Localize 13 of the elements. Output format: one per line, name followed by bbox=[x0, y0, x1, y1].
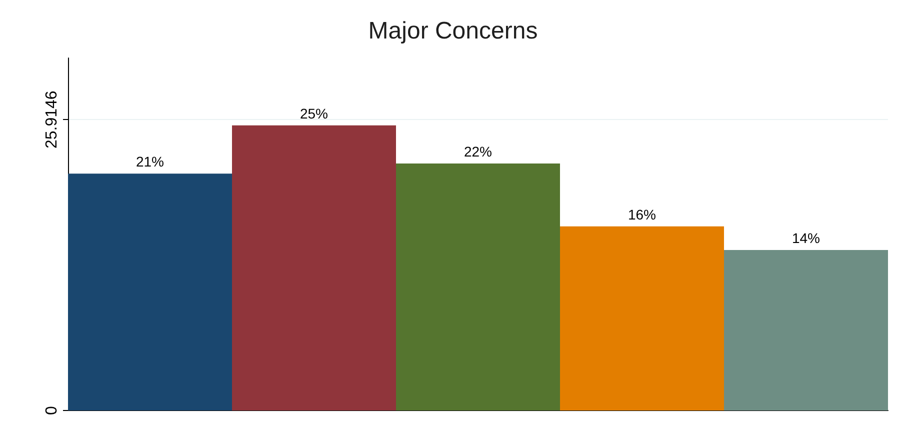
data-label: 14% bbox=[792, 230, 820, 246]
bar bbox=[724, 250, 888, 411]
data-label: 22% bbox=[464, 144, 492, 160]
data-label: 16% bbox=[628, 206, 656, 222]
bar bbox=[232, 125, 396, 411]
chart-title: Major Concerns bbox=[368, 18, 538, 44]
bar bbox=[560, 226, 724, 411]
y-tick-label: 25.9146 bbox=[44, 90, 60, 149]
y-tick-label: 0 bbox=[44, 406, 60, 416]
data-label: 21% bbox=[136, 154, 164, 170]
data-label: 25% bbox=[300, 105, 328, 122]
bar bbox=[68, 174, 232, 411]
bar bbox=[396, 164, 560, 411]
